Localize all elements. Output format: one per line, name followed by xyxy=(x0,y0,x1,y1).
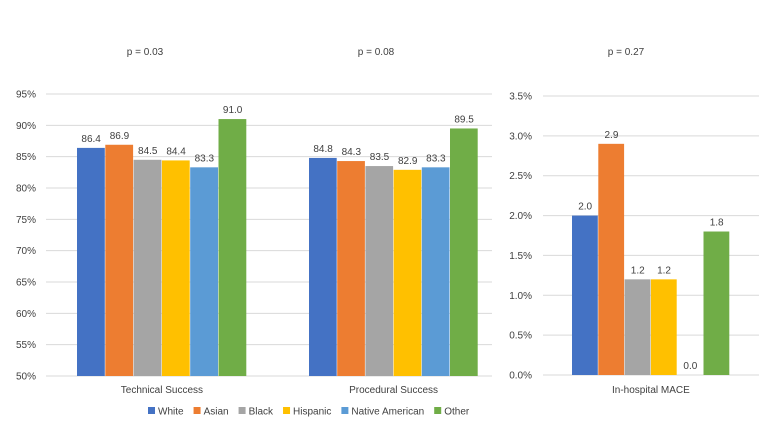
bar-black xyxy=(133,159,162,376)
data-label: 84.8 xyxy=(313,144,333,155)
data-label: 83.3 xyxy=(426,153,446,164)
data-label: 1.2 xyxy=(657,265,671,276)
y-tick-label: 1.5% xyxy=(509,251,532,262)
bar-black xyxy=(624,279,651,375)
p-value-label: p = 0.27 xyxy=(608,47,645,58)
data-label: 86.4 xyxy=(81,134,101,145)
bar-hispanic xyxy=(393,169,422,376)
data-label: 1.8 xyxy=(710,218,724,229)
bar-asian xyxy=(337,161,365,376)
y-tick-label: 0.0% xyxy=(509,371,532,382)
bar-other xyxy=(450,128,478,376)
legend-item-white: White xyxy=(158,407,184,418)
bar-black xyxy=(365,166,394,376)
y-tick-label: 3.0% xyxy=(509,131,532,142)
bar-asian xyxy=(105,144,134,376)
y-tick-label: 2.0% xyxy=(509,211,532,222)
bar-native-american xyxy=(421,167,450,376)
legend-item-native-american: Native American xyxy=(351,407,424,418)
bar-hispanic xyxy=(161,160,190,376)
legend-item-hispanic: Hispanic xyxy=(293,407,331,418)
legend-swatch xyxy=(148,407,155,414)
data-label: 2.9 xyxy=(604,130,618,141)
data-label: 83.5 xyxy=(370,152,390,163)
legend-item-black: Black xyxy=(249,407,274,418)
y-tick-label: 85% xyxy=(16,152,36,163)
data-label: 91.0 xyxy=(223,105,243,116)
legend-swatch xyxy=(341,407,349,414)
y-tick-label: 80% xyxy=(16,184,36,195)
y-tick-label: 95% xyxy=(16,90,36,101)
data-label: 82.9 xyxy=(398,156,418,167)
p-value-label: p = 0.03 xyxy=(127,47,164,58)
data-label: 83.3 xyxy=(195,153,215,164)
legend-swatch xyxy=(434,407,442,414)
y-tick-label: 50% xyxy=(16,372,36,383)
y-tick-label: 60% xyxy=(16,309,36,320)
category-label: Technical Success xyxy=(121,385,203,396)
bar-asian xyxy=(598,143,625,375)
data-label: 84.3 xyxy=(342,147,362,158)
y-tick-label: 90% xyxy=(16,121,36,132)
data-label: 86.9 xyxy=(110,131,130,142)
category-label: Procedural Success xyxy=(349,385,438,396)
y-tick-label: 70% xyxy=(16,246,36,257)
bar-white xyxy=(77,147,105,376)
data-label: 1.2 xyxy=(631,265,645,276)
y-tick-label: 75% xyxy=(16,215,36,226)
y-tick-label: 3.5% xyxy=(509,92,532,103)
bar-other xyxy=(218,119,247,377)
data-label: 0.0 xyxy=(683,361,697,372)
legend-item-asian: Asian xyxy=(204,407,229,418)
legend-swatch xyxy=(193,407,201,414)
bar-native-american xyxy=(190,167,218,376)
data-label: 89.5 xyxy=(454,114,474,125)
p-value-label: p = 0.08 xyxy=(358,47,395,58)
bar-white xyxy=(572,215,598,375)
y-tick-label: 65% xyxy=(16,278,36,289)
legend-swatch xyxy=(238,407,246,414)
y-tick-label: 2.5% xyxy=(509,171,532,182)
y-tick-label: 0.5% xyxy=(509,331,532,342)
category-label: In-hospital MACE xyxy=(612,385,690,396)
bar-hispanic xyxy=(650,279,677,375)
data-label: 84.5 xyxy=(138,146,158,157)
bar-white xyxy=(309,157,337,376)
data-label: 2.0 xyxy=(578,202,592,213)
legend-swatch xyxy=(283,407,291,414)
y-tick-label: 55% xyxy=(16,340,36,351)
legend-item-other: Other xyxy=(444,407,470,418)
data-label: 84.4 xyxy=(166,146,186,157)
bar-other xyxy=(703,231,730,375)
y-tick-label: 1.0% xyxy=(509,291,532,302)
